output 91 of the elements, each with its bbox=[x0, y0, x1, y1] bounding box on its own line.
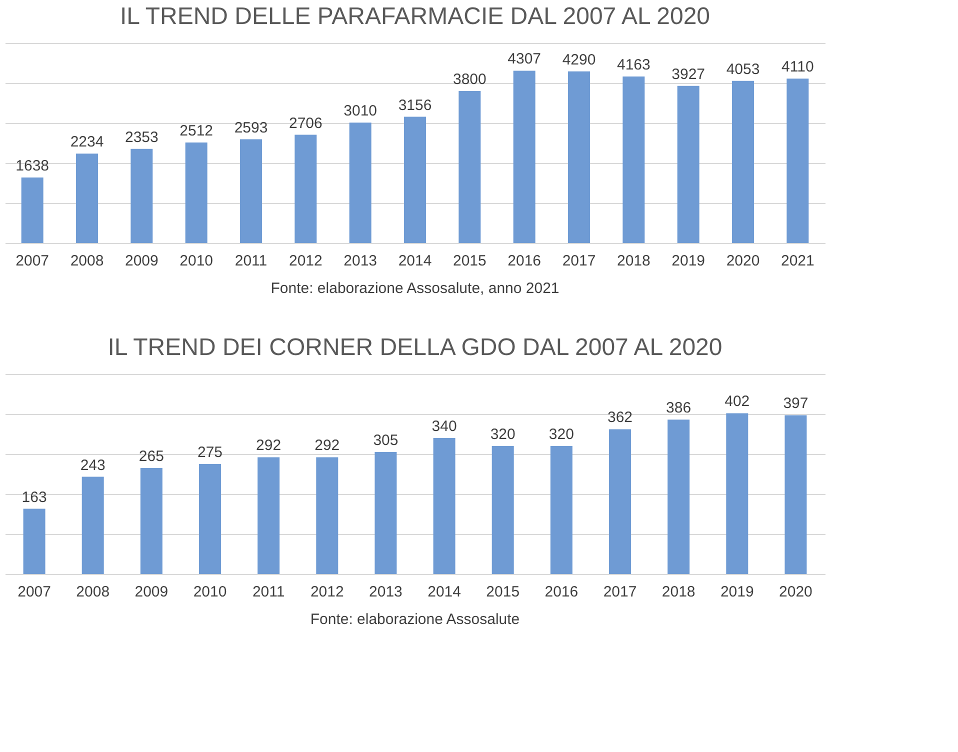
bar bbox=[82, 476, 104, 574]
bar bbox=[458, 91, 481, 243]
x-tick-label: 2014 bbox=[398, 252, 432, 270]
bar bbox=[199, 464, 221, 574]
x-tick-label: 2020 bbox=[779, 584, 812, 600]
bar bbox=[258, 457, 280, 574]
data-label: 3800 bbox=[452, 71, 486, 88]
x-tick-label: 2012 bbox=[288, 252, 322, 270]
x-tick-label: 2008 bbox=[76, 584, 110, 600]
bar bbox=[677, 86, 700, 243]
bar bbox=[21, 177, 44, 243]
data-label: 1638 bbox=[16, 157, 50, 174]
bar bbox=[140, 468, 162, 574]
bar bbox=[294, 134, 317, 243]
x-tick-label: 2012 bbox=[310, 584, 344, 600]
source-note: Fonte: elaborazione Assosalute bbox=[310, 611, 520, 628]
data-label: 2353 bbox=[124, 128, 158, 146]
x-tick-label: 2017 bbox=[603, 584, 637, 600]
x-tick-label: 2010 bbox=[193, 584, 227, 600]
x-tick-label: 2016 bbox=[544, 584, 578, 600]
data-label: 2234 bbox=[70, 134, 104, 151]
bar bbox=[726, 413, 748, 574]
data-label: 305 bbox=[373, 432, 398, 449]
data-label: 3156 bbox=[398, 96, 432, 114]
bar bbox=[568, 71, 590, 243]
x-tick-label: 2020 bbox=[726, 252, 760, 270]
bar bbox=[433, 438, 456, 574]
x-tick-label: 2013 bbox=[344, 252, 378, 270]
data-label: 4110 bbox=[782, 58, 814, 76]
data-label: 320 bbox=[490, 426, 516, 443]
bar bbox=[550, 446, 572, 574]
x-tick-label: 2010 bbox=[180, 252, 214, 270]
data-label: 2706 bbox=[288, 114, 322, 132]
data-label: 292 bbox=[314, 437, 340, 454]
bar bbox=[513, 70, 536, 243]
x-tick-label: 2018 bbox=[616, 252, 650, 270]
data-label: 397 bbox=[783, 395, 808, 412]
bar bbox=[349, 122, 372, 243]
bar bbox=[130, 148, 153, 243]
bar bbox=[609, 429, 631, 574]
x-tick-label: 2011 bbox=[234, 252, 268, 270]
bar bbox=[185, 142, 208, 243]
x-tick-label: 2008 bbox=[70, 252, 104, 270]
x-tick-label: 2015 bbox=[486, 584, 520, 600]
x-tick-label: 2011 bbox=[252, 584, 285, 600]
data-label: 320 bbox=[548, 426, 574, 443]
x-tick-label: 2009 bbox=[134, 584, 168, 600]
bar bbox=[374, 452, 397, 574]
x-tick-label: 2007 bbox=[16, 252, 50, 270]
data-label: 3010 bbox=[344, 102, 378, 120]
bar bbox=[404, 116, 426, 243]
x-tick-label: 2015 bbox=[452, 252, 486, 270]
bar bbox=[76, 154, 98, 243]
data-label: 4290 bbox=[562, 51, 596, 68]
x-tick-label: 2007 bbox=[18, 584, 51, 600]
data-label: 275 bbox=[197, 444, 223, 461]
data-label: 362 bbox=[607, 409, 633, 426]
data-label: 163 bbox=[22, 488, 47, 506]
bar bbox=[784, 415, 807, 574]
x-tick-label: 2013 bbox=[369, 584, 402, 600]
x-tick-label: 2019 bbox=[720, 584, 754, 600]
data-label: 292 bbox=[256, 437, 282, 454]
x-tick-label: 2017 bbox=[562, 252, 596, 270]
data-label: 265 bbox=[138, 448, 164, 465]
x-tick-label: 2016 bbox=[508, 252, 542, 270]
x-tick-label: 2021 bbox=[780, 252, 814, 270]
bar bbox=[622, 76, 645, 243]
data-label: 2512 bbox=[180, 122, 214, 140]
data-label: 3927 bbox=[672, 66, 706, 83]
data-label: 4053 bbox=[726, 60, 760, 78]
source-note: Fonte: elaborazione Assosalute, anno 2021 bbox=[270, 280, 560, 297]
data-label: 386 bbox=[666, 400, 692, 417]
x-tick-label: 2018 bbox=[662, 584, 696, 600]
data-label: 402 bbox=[724, 393, 750, 410]
data-label: 4307 bbox=[508, 50, 542, 68]
chart-title: IL TREND DEI CORNER DELLA GDO DAL 2007 AL 2020 bbox=[108, 334, 722, 361]
bar bbox=[316, 457, 338, 574]
bar bbox=[492, 446, 514, 574]
x-tick-label: 2014 bbox=[428, 584, 461, 600]
x-tick-label: 2009 bbox=[124, 252, 158, 270]
bar bbox=[240, 139, 262, 243]
data-label: 243 bbox=[80, 456, 106, 474]
x-tick-label: 2019 bbox=[672, 252, 706, 270]
data-label: 4163 bbox=[616, 56, 650, 74]
bar bbox=[23, 508, 46, 574]
chart-title: IL TREND DELLE PARAFARMACIE DAL 2007 AL 2020 bbox=[120, 3, 710, 30]
bar bbox=[786, 78, 809, 243]
bar bbox=[732, 80, 754, 243]
bar bbox=[668, 420, 690, 574]
data-label: 340 bbox=[432, 418, 457, 435]
data-label: 2593 bbox=[234, 119, 268, 136]
